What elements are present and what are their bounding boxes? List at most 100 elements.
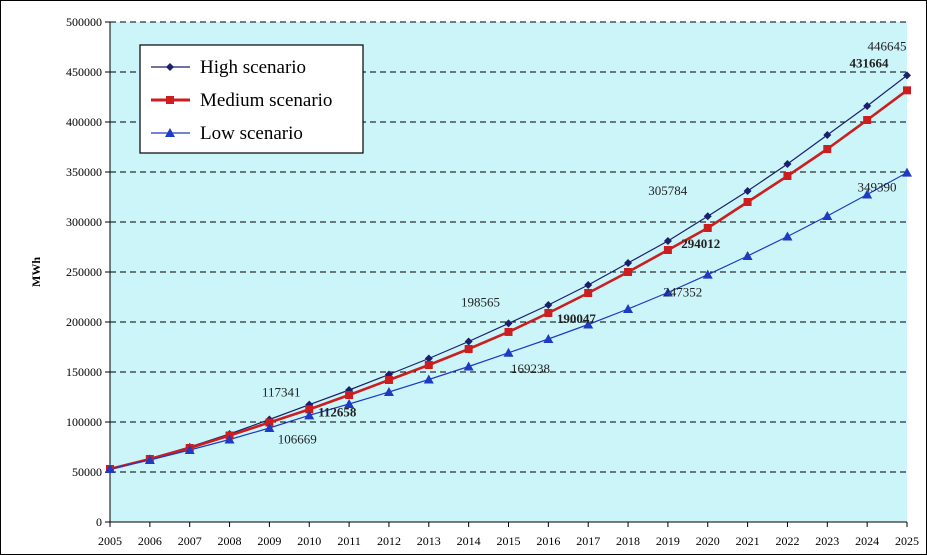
data-point [703, 223, 712, 232]
data-point [144, 455, 155, 464]
x-tick-label: 2016 [536, 534, 560, 548]
data-label: 106669 [278, 431, 317, 446]
data-label: 198565 [461, 294, 500, 309]
x-tick-label: 2020 [696, 534, 720, 548]
data-point [345, 391, 354, 399]
data-point [624, 259, 633, 267]
x-tick-label: 2024 [855, 534, 879, 548]
data-point [504, 327, 513, 336]
x-tick-label: 2012 [377, 534, 401, 548]
x-tick-label: 2015 [497, 534, 521, 548]
data-point [464, 337, 473, 346]
data-point [544, 301, 553, 309]
y-tick-label: 100000 [66, 415, 102, 429]
x-tick-label: 2006 [138, 534, 162, 548]
data-point [344, 399, 355, 408]
data-point [782, 231, 793, 241]
data-label: 446645 [868, 38, 907, 53]
data-point [624, 268, 633, 276]
data-point [662, 287, 673, 297]
y-tick-label: 450000 [66, 65, 102, 79]
x-tick-label: 2008 [218, 534, 242, 548]
data-point [903, 71, 911, 80]
data-label: 169238 [511, 361, 550, 376]
data-point [543, 334, 554, 343]
data-point [264, 423, 275, 432]
legend-marker [166, 63, 174, 71]
data-point [184, 445, 195, 454]
x-tick-label: 2011 [337, 534, 361, 548]
data-point [583, 319, 594, 329]
y-tick-label: 200000 [66, 315, 102, 329]
data-point [503, 347, 514, 357]
x-tick-label: 2022 [775, 534, 799, 548]
data-label: 247352 [663, 285, 702, 300]
y-tick-label: 500000 [66, 15, 102, 29]
data-point [544, 309, 553, 317]
data-label: 190047 [557, 311, 597, 326]
data-point [663, 246, 672, 254]
y-tick-label: 250000 [66, 265, 102, 279]
x-tick-label: 2007 [178, 534, 202, 548]
data-point [742, 251, 753, 260]
data-point [584, 281, 593, 289]
data-label: 117341 [262, 385, 301, 400]
y-tick-label: 400000 [66, 115, 102, 129]
data-label: 431664 [850, 55, 890, 70]
data-point [423, 374, 434, 384]
data-point [863, 116, 872, 124]
x-tick-label: 2019 [656, 534, 680, 548]
y-tick-label: 150000 [66, 365, 102, 379]
data-point [903, 86, 911, 95]
data-point [105, 464, 115, 473]
legend-label: Low scenario [200, 123, 303, 144]
y-tick-label: 350000 [66, 165, 102, 179]
data-point [783, 160, 792, 168]
legend: High scenario Medium scenario Low scenario [139, 44, 364, 154]
x-tick-label: 2013 [417, 534, 441, 548]
data-point [384, 376, 393, 384]
data-point [224, 434, 235, 444]
data-point [702, 269, 713, 279]
data-label: 294012 [681, 236, 720, 251]
x-tick-label: 2017 [576, 534, 600, 548]
axes: 0 50000 100000 150000 200000 250000 300000 3500… [66, 15, 919, 548]
x-tick-label: 2023 [815, 534, 839, 548]
data-point [822, 211, 833, 220]
y-tick-label: 0 [96, 515, 102, 529]
data-point [703, 212, 712, 221]
data-point [504, 319, 513, 328]
data-point [623, 304, 634, 313]
data-point [584, 289, 593, 297]
data-point [663, 237, 672, 245]
x-tick-label: 2005 [98, 534, 122, 548]
legend-marker [165, 128, 175, 137]
x-tick-label: 2021 [736, 534, 760, 548]
data-point [783, 172, 792, 180]
data-point [902, 167, 912, 177]
data-point [463, 361, 474, 371]
data-point [304, 410, 315, 420]
data-label: 305784 [648, 183, 688, 198]
data-point [383, 387, 394, 396]
data-point [424, 354, 433, 363]
data-point [743, 198, 752, 206]
y-tick-label: 300000 [66, 215, 102, 229]
x-tick-label: 2009 [257, 534, 281, 548]
x-tick-label: 2025 [895, 534, 919, 548]
x-tick-label: 2010 [297, 534, 321, 548]
data-label: 349390 [858, 180, 897, 195]
data-point [424, 361, 433, 369]
legend-label: Medium scenario [200, 90, 332, 111]
data-point [743, 187, 752, 195]
data-point [862, 189, 873, 199]
y-tick-label: 50000 [72, 465, 102, 479]
data-point [863, 102, 872, 110]
data-point [265, 418, 274, 427]
legend-marker [166, 96, 174, 104]
data-point [823, 131, 832, 139]
data-point [823, 145, 832, 153]
